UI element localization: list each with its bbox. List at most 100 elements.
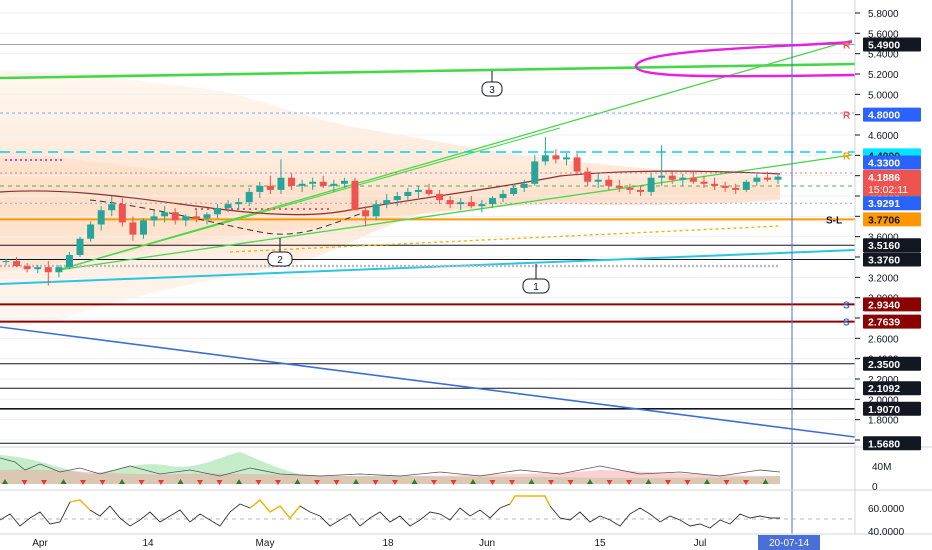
candle[interactable]: [436, 189, 444, 205]
candle[interactable]: [2, 259, 10, 266]
price-level-badge[interactable]: 2.7639: [863, 314, 921, 329]
candle[interactable]: [118, 198, 126, 227]
volume-pane[interactable]: 40M 0: [0, 452, 891, 493]
candle[interactable]: [372, 200, 380, 221]
candle[interactable]: [203, 212, 211, 225]
candle[interactable]: [446, 196, 454, 209]
candle[interactable]: [689, 171, 697, 184]
candle[interactable]: [531, 155, 539, 186]
candle[interactable]: [266, 175, 274, 194]
candle[interactable]: [753, 173, 761, 186]
candle[interactable]: [637, 185, 645, 196]
price-level-badge[interactable]: 3.9291: [863, 196, 921, 211]
candle[interactable]: [584, 167, 592, 186]
candle[interactable]: [235, 198, 243, 211]
candle[interactable]: [615, 179, 623, 192]
candle[interactable]: [351, 177, 359, 211]
x-axis[interactable]: Apr 14 May 18 Jun 15 Jul: [32, 538, 706, 549]
candle[interactable]: [65, 251, 73, 270]
candle[interactable]: [457, 198, 465, 211]
candle[interactable]: [55, 265, 63, 278]
candle[interactable]: [594, 173, 602, 188]
price-level-badge[interactable]: 2.3500: [863, 356, 921, 371]
green-channel-top-line-3[interactable]: [0, 62, 856, 80]
candle[interactable]: [245, 187, 253, 207]
candle[interactable]: [478, 200, 486, 213]
candlesticks[interactable]: [2, 137, 782, 286]
candle[interactable]: [732, 183, 740, 194]
candle[interactable]: [76, 236, 84, 257]
candle[interactable]: [182, 214, 190, 227]
price-level-badge[interactable]: 1.9070: [863, 401, 921, 416]
cyan-support-trendline-1[interactable]: [0, 249, 856, 285]
price-level-badge[interactable]: 1.5680: [863, 436, 921, 451]
candle[interactable]: [742, 179, 750, 192]
candle[interactable]: [647, 173, 655, 196]
candle[interactable]: [721, 181, 729, 192]
candle[interactable]: [288, 173, 296, 190]
candle[interactable]: [679, 173, 687, 186]
candle[interactable]: [700, 175, 708, 188]
annotation-callout-1[interactable]: 1: [522, 264, 550, 294]
candle[interactable]: [658, 145, 666, 186]
candle[interactable]: [520, 179, 528, 192]
candle[interactable]: [13, 257, 21, 268]
candle[interactable]: [129, 216, 137, 241]
candle[interactable]: [319, 175, 327, 188]
annotation-callout-3[interactable]: 3: [481, 71, 503, 97]
price-level-badge[interactable]: 2.9340: [863, 297, 921, 312]
price-level-badge[interactable]: 2.1092: [863, 381, 921, 396]
candle[interactable]: [87, 221, 95, 242]
price-level-badge[interactable]: 4.3300: [863, 155, 921, 170]
price-level-badge[interactable]: 4.8000: [863, 107, 921, 122]
candle[interactable]: [171, 208, 179, 225]
candle[interactable]: [414, 185, 422, 199]
candle[interactable]: [541, 137, 549, 166]
candle[interactable]: [668, 171, 676, 184]
green-rising-trendline-shallow[interactable]: [57, 154, 853, 271]
candle[interactable]: [23, 263, 31, 273]
candle[interactable]: [34, 265, 42, 274]
candle[interactable]: [298, 179, 306, 192]
candle[interactable]: [605, 175, 613, 190]
price-level-badge[interactable]: 3.5160: [863, 238, 921, 253]
candle[interactable]: [340, 177, 348, 188]
candle[interactable]: [499, 189, 507, 203]
candle[interactable]: [383, 193, 391, 209]
price-level-badge[interactable]: 5.4900: [863, 37, 921, 52]
candle[interactable]: [763, 171, 771, 182]
green-rising-trendline-steep[interactable]: [57, 39, 853, 271]
candle[interactable]: [552, 149, 560, 164]
price-level-badge[interactable]: 4.1886: [863, 169, 921, 184]
candle[interactable]: [330, 179, 338, 192]
long-term-descending-trendline[interactable]: [0, 326, 856, 438]
candle[interactable]: [711, 177, 719, 190]
candle[interactable]: [404, 187, 412, 201]
candle[interactable]: [425, 183, 433, 196]
candle[interactable]: [161, 206, 169, 223]
candle[interactable]: [139, 218, 147, 239]
candle[interactable]: [393, 191, 401, 207]
price-level-badge[interactable]: 3.3760: [863, 252, 921, 267]
candle[interactable]: [277, 159, 285, 194]
candle[interactable]: [309, 177, 317, 190]
candle[interactable]: [774, 173, 782, 184]
oscillator-pane[interactable]: 60.0000 40.0000: [0, 495, 905, 538]
green-rising-trendline-mid[interactable]: [57, 127, 561, 271]
candle[interactable]: [362, 206, 370, 227]
price-level-badge[interactable]: 3.7706: [863, 212, 921, 227]
candle[interactable]: [44, 261, 52, 286]
candle[interactable]: [467, 196, 475, 209]
candle[interactable]: [108, 196, 116, 217]
candle[interactable]: [192, 210, 200, 223]
candle[interactable]: [488, 196, 496, 209]
candle[interactable]: [214, 204, 222, 219]
magenta-projection-loop[interactable]: [634, 40, 856, 78]
candle[interactable]: [562, 153, 570, 166]
candle[interactable]: [510, 183, 518, 196]
candle[interactable]: [626, 183, 634, 194]
candle[interactable]: [573, 153, 581, 176]
candle[interactable]: [224, 200, 232, 213]
candle[interactable]: [256, 181, 264, 199]
